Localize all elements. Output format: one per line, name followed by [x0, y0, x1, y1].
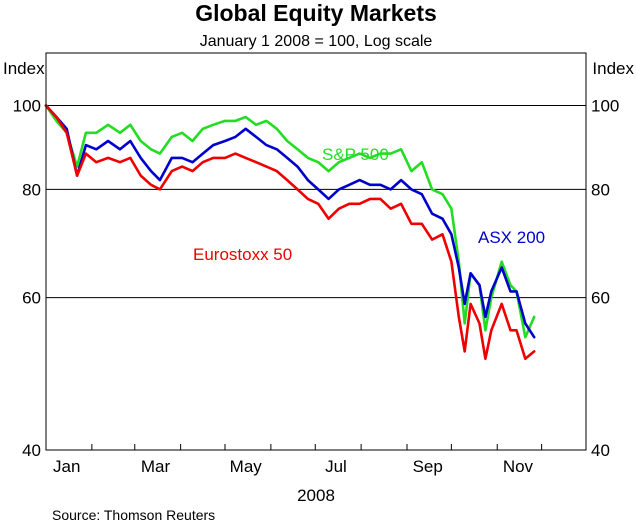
y-tick-label-right: 40 [591, 441, 610, 460]
plot-frame [45, 52, 587, 451]
x-tick-label-jan: Jan [53, 457, 80, 476]
y-axis-ticks: 40 40 60 60 80 80 100 100 [13, 97, 620, 460]
chart-title: Global Equity Markets [195, 0, 437, 26]
gridlines [46, 105, 586, 299]
series-line-eurostoxx50 [44, 104, 536, 361]
x-axis-label: 2008 [297, 486, 335, 505]
y-axis-label-left: Index [3, 59, 45, 78]
x-tick-label-mar: Mar [141, 457, 171, 476]
source-note: Source: Thomson Reuters [52, 507, 215, 523]
series-label-eurostoxx50: Eurostoxx 50 [193, 245, 292, 264]
series-label-sp500: S&P 500 [322, 145, 389, 164]
y-tick-label-right: 80 [591, 180, 610, 199]
series-line-sp500 [44, 104, 536, 339]
x-tick-label-nov: Nov [503, 457, 534, 476]
y-tick-label-right: 60 [591, 289, 610, 308]
series-label-asx200: ASX 200 [478, 228, 545, 247]
y-tick-label-left: 100 [13, 97, 41, 116]
x-tick-label-sep: Sep [413, 457, 443, 476]
y-axis-label-right: Index [592, 59, 634, 78]
x-tick-label-may: May [230, 457, 263, 476]
series-line-asx200 [44, 104, 536, 339]
y-tick-label-left: 60 [22, 289, 41, 308]
chart-subtitle: January 1 2008 = 100, Log scale [200, 33, 433, 50]
y-tick-label-left: 80 [22, 180, 41, 199]
series-lines [44, 104, 536, 361]
y-tick-label-left: 40 [22, 441, 41, 460]
x-tick-label-jul: Jul [325, 457, 347, 476]
x-axis-ticks: Jan Mar May Jul Sep Nov [53, 444, 543, 476]
y-tick-label-right: 100 [591, 97, 619, 116]
